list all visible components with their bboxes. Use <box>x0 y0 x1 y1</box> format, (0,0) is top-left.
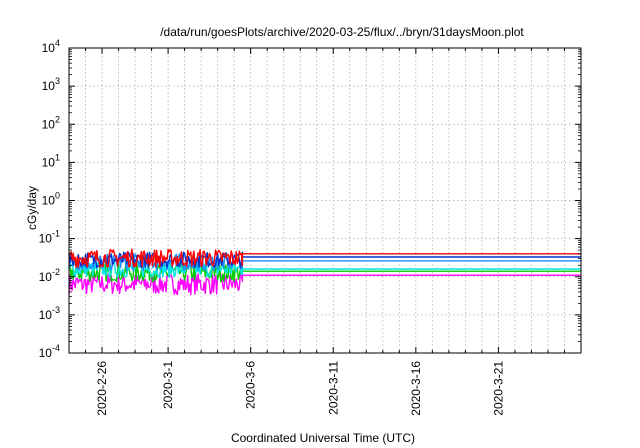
x-tick-label: 2020-2-26 <box>95 361 109 416</box>
y-tick-label: 10-4 <box>39 343 60 360</box>
x-tick-label: 2020-3-16 <box>409 361 423 416</box>
chart-title: /data/run/goesPlots/archive/2020-03-25/f… <box>160 25 524 39</box>
x-tick-labels: 2020-2-26 2020-3-1 2020-3-6 2020-3-11 2020-3… <box>95 361 505 416</box>
y-axis-label: cGy/day <box>25 186 39 230</box>
y-tick-label: 100 <box>42 191 60 208</box>
y-tick-label: 103 <box>42 76 60 93</box>
series-line <box>68 248 581 268</box>
y-tick-labels: 10-4 10-3 10-2 10-1 100 101 102 103 104 <box>39 38 60 360</box>
x-tick-label: 2020-3-11 <box>326 361 340 415</box>
series-group <box>68 248 581 296</box>
x-axis-label: Coordinated Universal Time (UTC) <box>231 431 415 445</box>
x-tick-label: 2020-3-1 <box>161 361 175 409</box>
y-tick-label: 10-3 <box>39 305 60 322</box>
ticks <box>68 47 582 354</box>
x-tick-label: 2020-3-21 <box>491 361 505 416</box>
x-tick-label: 2020-3-6 <box>244 361 258 409</box>
y-tick-label: 104 <box>42 38 60 55</box>
series-line <box>68 262 581 283</box>
y-tick-label: 101 <box>42 152 60 169</box>
y-tick-label: 102 <box>42 114 60 131</box>
y-tick-label: 10-2 <box>39 267 60 284</box>
y-tick-label: 10-1 <box>39 229 60 246</box>
grid <box>69 48 581 353</box>
